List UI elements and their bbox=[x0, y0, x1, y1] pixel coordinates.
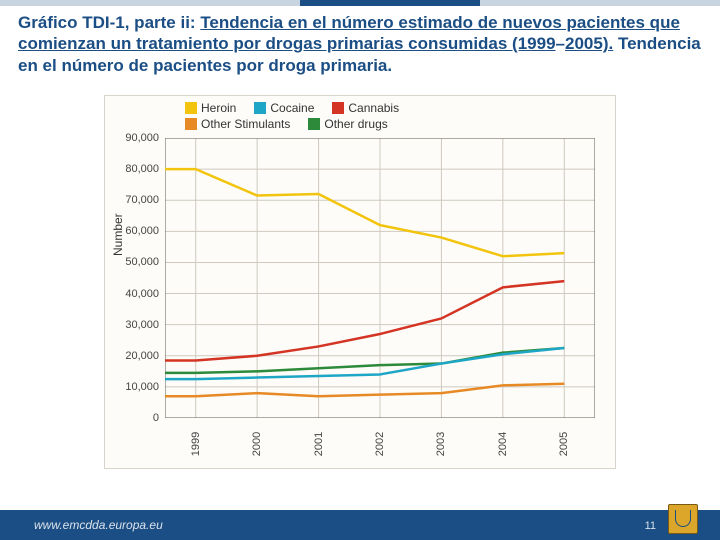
y-tick: 50,000 bbox=[109, 256, 159, 268]
x-tick: 2002 bbox=[374, 424, 386, 464]
legend-label: Heroin bbox=[201, 101, 236, 115]
x-tick: 1999 bbox=[190, 424, 202, 464]
y-tick: 0 bbox=[109, 412, 159, 424]
title-mid: – bbox=[556, 34, 565, 53]
legend-item: Other Stimulants bbox=[185, 116, 290, 132]
legend-swatch bbox=[254, 102, 266, 114]
y-tick: 80,000 bbox=[109, 163, 159, 175]
legend-swatch bbox=[185, 118, 197, 130]
legend-label: Cocaine bbox=[270, 101, 314, 115]
y-tick: 60,000 bbox=[109, 225, 159, 237]
legend-swatch bbox=[308, 118, 320, 130]
series-other-drugs bbox=[165, 348, 564, 373]
legend-item: Other drugs bbox=[308, 116, 387, 132]
chart-svg bbox=[165, 138, 595, 418]
legend-item: Cannabis bbox=[332, 100, 399, 116]
footer-url: www.emcdda.europa.eu bbox=[34, 518, 163, 532]
top-notch bbox=[300, 0, 480, 6]
page-number: 11 bbox=[645, 520, 656, 532]
legend-label: Other Stimulants bbox=[201, 117, 290, 131]
y-tick: 30,000 bbox=[109, 319, 159, 331]
slide-title: Gráfico TDI-1, parte ii: Tendencia en el… bbox=[18, 12, 702, 76]
legend-label: Cannabis bbox=[348, 101, 399, 115]
title-link-2[interactable]: 2005). bbox=[565, 34, 613, 53]
legend-swatch bbox=[332, 102, 344, 114]
footer-bar: www.emcdda.europa.eu 11 bbox=[0, 510, 720, 540]
legend-label: Other drugs bbox=[324, 117, 387, 131]
y-tick: 90,000 bbox=[109, 132, 159, 144]
series-heroin bbox=[165, 169, 564, 256]
y-tick: 10,000 bbox=[109, 381, 159, 393]
x-tick: 2000 bbox=[251, 424, 263, 464]
legend: Heroin Cocaine Cannabis Other Stimulants Oth… bbox=[185, 100, 417, 132]
y-tick: 40,000 bbox=[109, 288, 159, 300]
legend-item: Heroin bbox=[185, 100, 236, 116]
emcdda-logo bbox=[668, 504, 698, 534]
series-other-stimulants bbox=[165, 384, 564, 396]
chart-container: Heroin Cocaine Cannabis Other Stimulants Oth… bbox=[104, 95, 616, 469]
y-axis: 010,00020,00030,00040,00050,00060,00070,… bbox=[105, 138, 163, 418]
series-cannabis bbox=[165, 281, 564, 360]
y-tick: 20,000 bbox=[109, 350, 159, 362]
title-prefix: Gráfico TDI-1, parte ii: bbox=[18, 13, 200, 32]
x-tick: 2004 bbox=[497, 424, 509, 464]
x-tick: 2003 bbox=[435, 424, 447, 464]
slide: Gráfico TDI-1, parte ii: Tendencia en el… bbox=[0, 0, 720, 540]
x-axis: 1999 2000 2001 2002 2003 2004 2005 bbox=[165, 422, 595, 466]
legend-item: Cocaine bbox=[254, 100, 314, 116]
y-tick: 70,000 bbox=[109, 194, 159, 206]
plot-area bbox=[165, 138, 595, 418]
x-tick: 2005 bbox=[558, 424, 570, 464]
legend-swatch bbox=[185, 102, 197, 114]
x-tick: 2001 bbox=[313, 424, 325, 464]
